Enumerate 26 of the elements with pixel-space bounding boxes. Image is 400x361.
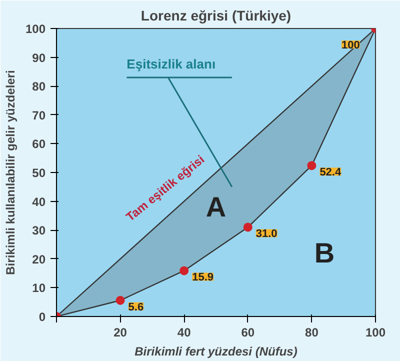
x-tick-label: 60 bbox=[241, 326, 255, 340]
annotation: A bbox=[206, 192, 226, 223]
x-tick-label: 20 bbox=[114, 326, 128, 340]
y-tick-label: 100 bbox=[25, 22, 46, 36]
chart-title: Lorenz eğrisi (Türkiye) bbox=[140, 8, 292, 24]
y-tick-label: 30 bbox=[32, 224, 46, 238]
y-tick-label: 10 bbox=[32, 281, 46, 296]
data-label: 5.6 bbox=[128, 301, 144, 314]
annotation: Eşitsizlik alanı bbox=[126, 56, 216, 72]
annotation: B bbox=[314, 238, 335, 269]
x-tick-label: 80 bbox=[305, 326, 319, 340]
y-tick-label: 80 bbox=[32, 80, 46, 94]
x-axis-title: Birikimli fert yüzdesi (Nüfus) bbox=[134, 344, 298, 358]
y-tick-label: 90 bbox=[32, 50, 46, 65]
y-tick-label: 0 bbox=[38, 310, 46, 324]
x-tick-label: 100 bbox=[365, 326, 386, 340]
data-label: 31.0 bbox=[256, 228, 278, 240]
x-tick-label: 40 bbox=[177, 326, 192, 340]
data-label: 15.9 bbox=[192, 272, 214, 284]
y-tick-label: 50 bbox=[32, 166, 46, 180]
y-axis-title: Birikimli kullanılabilir gelir yüzdeleri bbox=[3, 70, 18, 275]
y-tick-label: 60 bbox=[32, 137, 46, 152]
data-label: 100 bbox=[342, 40, 360, 52]
y-tick-label: 40 bbox=[32, 194, 46, 209]
y-tick-label: 20 bbox=[32, 252, 46, 266]
y-tick-label: 70 bbox=[32, 108, 46, 122]
